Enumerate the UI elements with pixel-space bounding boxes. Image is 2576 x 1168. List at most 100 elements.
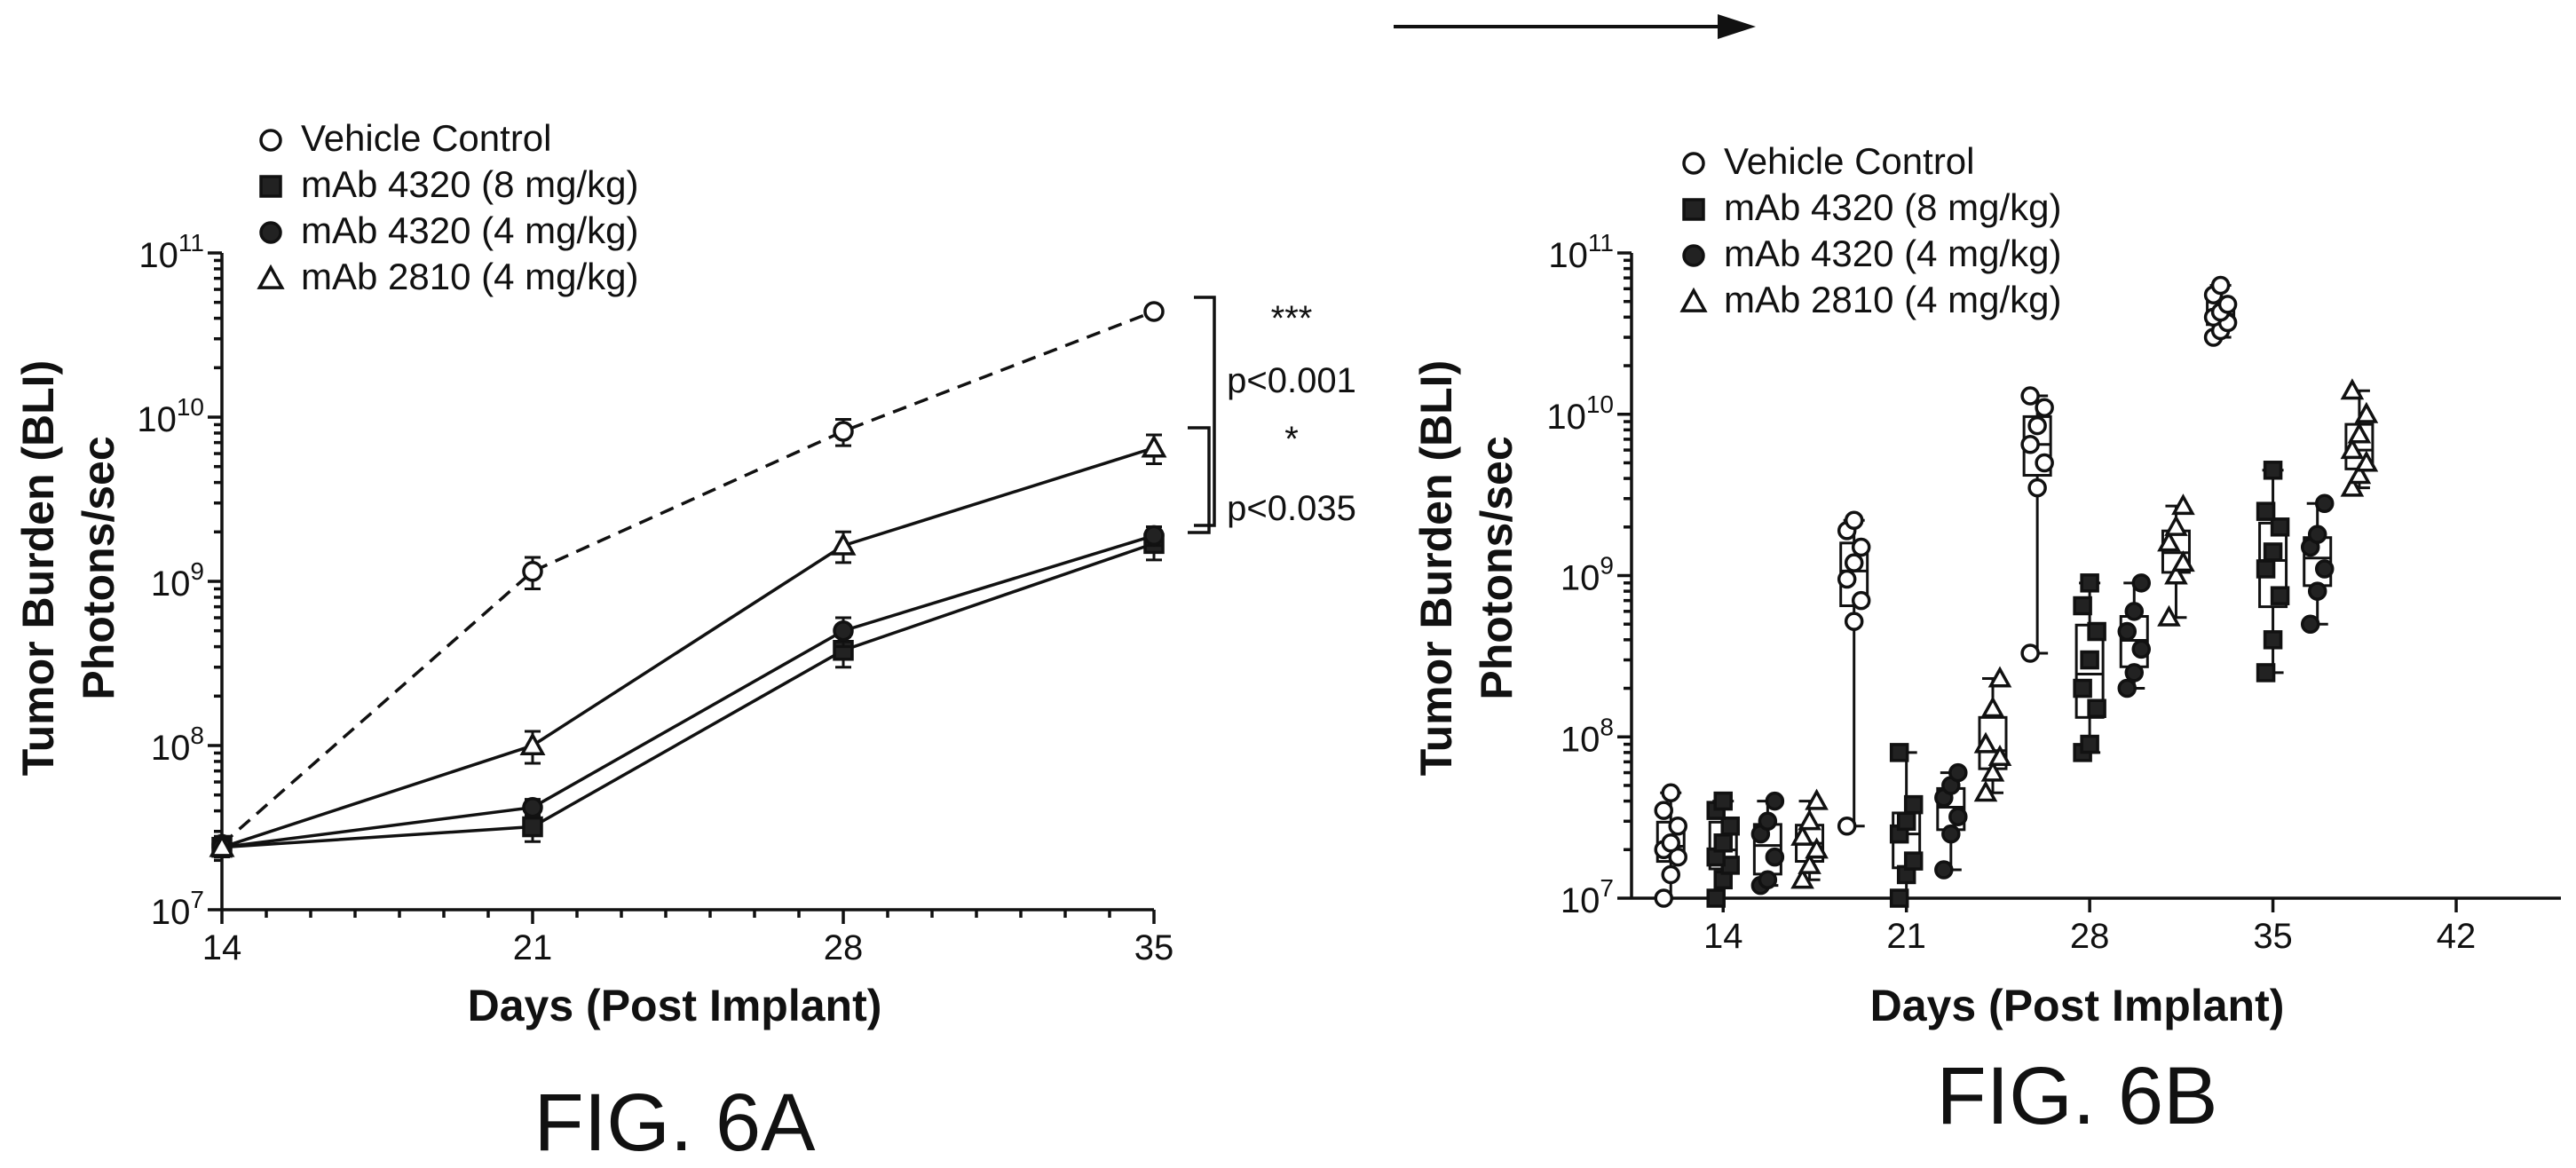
data-point <box>1934 860 1954 880</box>
data-point <box>1851 537 1871 557</box>
data-point <box>1706 888 1726 908</box>
data-point <box>2256 663 2276 683</box>
legend-entry: mAb 4320 (8 mg/kg) <box>301 163 639 205</box>
data-point <box>1844 510 1864 531</box>
legend-marker <box>259 221 282 244</box>
legend-marker <box>259 175 282 198</box>
legend-entry: mAb 4320 (4 mg/kg) <box>1724 233 2062 274</box>
data-point <box>1844 553 1864 572</box>
data-point <box>833 620 854 642</box>
y-axis-title-line2: Photons/sec <box>74 436 123 699</box>
data-point <box>2263 542 2283 562</box>
x-tick-label: 21 <box>1886 917 1926 956</box>
annotation-stars-1: *** <box>1271 299 1313 338</box>
data-point <box>2347 422 2372 444</box>
y-tick-label: 1011 <box>1548 229 1614 275</box>
series-line <box>221 533 1155 849</box>
data-point <box>1790 867 1814 889</box>
x-axis-title: Days (Post Implant) <box>468 981 882 1030</box>
data-point <box>2340 438 2365 460</box>
series-group <box>1750 493 2335 896</box>
data-point <box>2307 525 2327 544</box>
data-point <box>2027 477 2047 498</box>
data-point <box>2347 462 2372 485</box>
series-line <box>220 310 1155 846</box>
y-axis-title-line1: Tumor Burden (BLI) <box>13 360 63 776</box>
data-point <box>2171 550 2195 572</box>
data-point <box>522 561 543 582</box>
data-point <box>2340 475 2365 497</box>
x-axis-title: Days (Post Implant) <box>1870 981 2285 1030</box>
data-point <box>2300 614 2320 634</box>
y-tick-label: 107 <box>151 886 204 932</box>
data-point <box>1987 666 2012 688</box>
x-tick-label: 35 <box>1134 928 1174 967</box>
series-group <box>211 525 1165 858</box>
data-point <box>1765 847 1785 867</box>
data-point <box>2263 461 2283 480</box>
y-axis-title-line2: Photons/sec <box>1472 436 1521 699</box>
y-tick-label: 1011 <box>138 229 204 275</box>
data-point <box>2164 514 2188 536</box>
data-point <box>2171 493 2195 516</box>
data-point <box>1143 525 1165 547</box>
data-point <box>2124 602 2145 621</box>
data-point <box>1661 783 1680 803</box>
legend-marker <box>1682 244 1705 267</box>
data-point <box>1805 837 1829 859</box>
data-point <box>2117 678 2137 698</box>
figure-label-6a: FIG. 6A <box>534 1077 817 1168</box>
legend-entry: mAb 4320 (8 mg/kg) <box>1724 186 2062 228</box>
series-line <box>221 446 1155 849</box>
x-tick-label: 42 <box>2437 917 2477 956</box>
data-point <box>1790 824 1814 846</box>
data-point <box>2020 643 2040 663</box>
data-point <box>1654 801 1673 820</box>
series-group <box>209 433 1167 858</box>
legend-entry: mAb 2810 (4 mg/kg) <box>301 256 639 297</box>
y-tick-label: 108 <box>1561 713 1614 759</box>
data-point <box>1713 791 1733 811</box>
data-point <box>1837 816 1857 836</box>
data-point <box>2270 517 2290 537</box>
x-tick-label: 14 <box>202 928 242 967</box>
data-point <box>1987 745 2012 766</box>
data-point <box>1973 780 1998 802</box>
data-point <box>1661 833 1680 853</box>
data-point <box>2027 415 2047 436</box>
data-point <box>522 816 543 838</box>
data-point <box>2131 639 2152 659</box>
data-point <box>2087 621 2106 642</box>
legend-marker <box>1682 152 1705 175</box>
figure-label-6b: FIG. 6B <box>1937 1051 2218 1141</box>
data-point <box>1980 760 2005 782</box>
data-point <box>2087 698 2106 718</box>
box-scatter-chart-6b: Tumor Burden (BLI) Photons/sec Days (Pos… <box>1411 140 2561 1141</box>
data-point <box>1851 590 1871 611</box>
x-tick-label: 21 <box>513 928 553 967</box>
data-point <box>2035 453 2054 473</box>
significance-bracket-2: * p<0.035 <box>1188 420 1356 534</box>
data-point <box>2020 435 2040 454</box>
series-group <box>1706 461 2290 908</box>
line-chart-6a: Tumor Burden (BLI) Photons/sec Days (Pos… <box>13 117 1356 1168</box>
data-point <box>2307 581 2327 601</box>
data-point <box>2131 573 2152 593</box>
data-point <box>2073 596 2092 616</box>
data-point <box>2080 573 2099 593</box>
data-point <box>2080 650 2099 670</box>
x-tick-label: 28 <box>2070 917 2110 956</box>
data-point <box>2157 604 2181 627</box>
data-point <box>2035 398 2054 417</box>
data-point <box>1896 811 1916 832</box>
legend-entry: mAb 4320 (4 mg/kg) <box>301 209 639 251</box>
data-point <box>1941 824 1961 844</box>
legend-entry: Vehicle Control <box>1724 140 1975 182</box>
data-point <box>2256 501 2276 521</box>
data-point <box>1798 852 1821 874</box>
data-point <box>1758 811 1778 832</box>
data-point <box>2073 678 2092 698</box>
data-point <box>2314 493 2335 513</box>
data-point <box>2164 563 2188 585</box>
